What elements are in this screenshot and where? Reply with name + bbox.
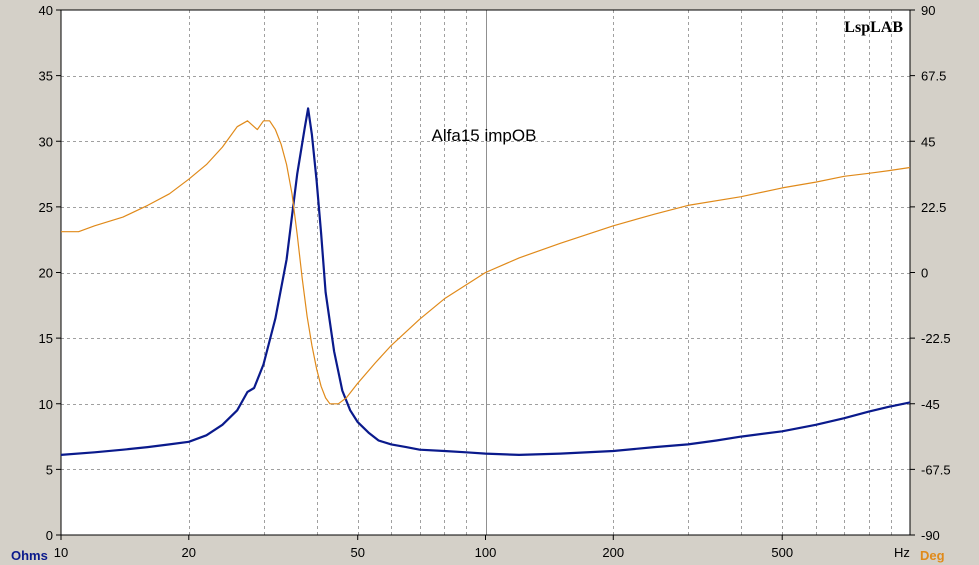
y-left-tick-label: 20 bbox=[39, 266, 53, 281]
y-left-tick-label: 40 bbox=[39, 3, 53, 18]
y-right-tick-label: 22.5 bbox=[921, 200, 946, 215]
x-unit: Hz bbox=[894, 545, 910, 560]
y-left-tick-label: 35 bbox=[39, 69, 53, 84]
y-right-unit: Deg bbox=[920, 548, 945, 563]
phase-series-line bbox=[61, 120, 911, 405]
y-left-tick-label: 30 bbox=[39, 134, 53, 149]
y-left-tick-label: 0 bbox=[46, 528, 53, 543]
y-right-tick-label: 0 bbox=[921, 266, 928, 281]
y-left-unit: Ohms bbox=[11, 548, 48, 563]
tick-labels: 0 5 10 15 20 25 30 35 40 -90 -67.5 -45 -22.5 0 22.5 45 6… bbox=[39, 3, 951, 560]
y-right-tick-label: 67.5 bbox=[921, 69, 946, 84]
impedance-series-line bbox=[60, 107, 911, 456]
y-right-tick-label: 45 bbox=[921, 134, 935, 149]
y-right-tick-label: 90 bbox=[921, 3, 935, 18]
x-tick-label: 50 bbox=[350, 545, 364, 560]
y-right-tick-label: -22.5 bbox=[921, 331, 951, 346]
y-right-tick-label: -45 bbox=[921, 397, 940, 412]
y-right-tick-label: -67.5 bbox=[921, 462, 951, 477]
x-tick-label: 10 bbox=[54, 545, 68, 560]
x-tick-label: 20 bbox=[182, 545, 196, 560]
brand-label: LspLAB bbox=[844, 19, 903, 36]
series-group bbox=[60, 107, 911, 456]
y-left-tick-label: 5 bbox=[46, 462, 53, 477]
y-right-tick-label: -90 bbox=[921, 528, 940, 543]
y-left-tick-label: 10 bbox=[39, 397, 53, 412]
x-tick-label: 100 bbox=[475, 545, 497, 560]
chart-title: Alfa15 impOB bbox=[432, 126, 537, 145]
x-tick-label: 200 bbox=[602, 545, 624, 560]
x-tick-label: 500 bbox=[771, 545, 793, 560]
y-left-tick-label: 15 bbox=[39, 331, 53, 346]
y-left-tick-label: 25 bbox=[39, 200, 53, 215]
